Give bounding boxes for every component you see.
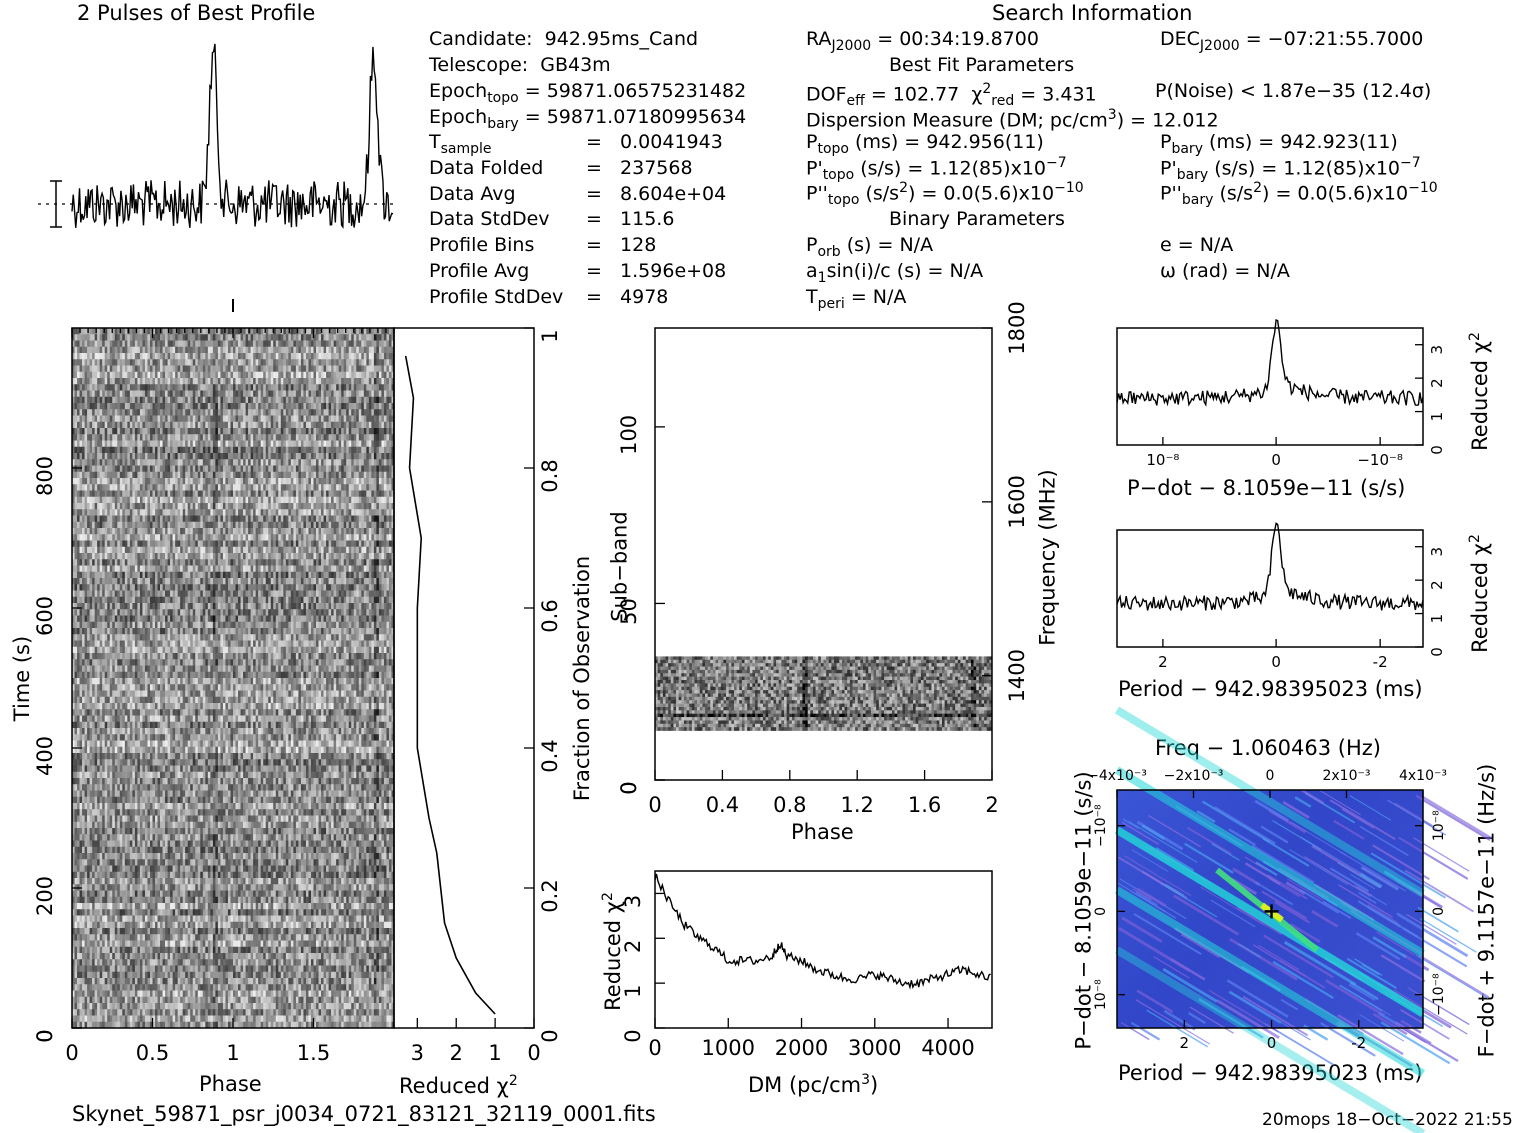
period-chi-ytick-label: 1: [1428, 614, 1446, 624]
dm-line: [655, 874, 991, 987]
pdot-chi-xtick-label: 0: [1271, 451, 1281, 469]
fraction-ytick-label: 0.4: [538, 739, 562, 772]
time-ytick-label: 200: [33, 876, 57, 916]
ppd-right-ytick-label: 0: [1431, 907, 1447, 916]
ppd-top-xtick-label: −4x10⁻³: [1087, 768, 1147, 784]
pdot-chi-xtick-label: −10⁻⁸: [1357, 451, 1403, 469]
subband-xtick-label: 0: [648, 793, 661, 817]
subband-xtick-label: 1.6: [908, 793, 941, 817]
subband-xtick-label: 0.8: [773, 793, 806, 817]
ppd-top-xtick-label: 4x10⁻³: [1399, 768, 1447, 784]
dm-xtick-label: 1000: [702, 1036, 755, 1060]
dm-xtick-label: 3000: [848, 1036, 901, 1060]
time-phase-xtick-label: 1: [226, 1041, 239, 1065]
period-chi-frame: [1117, 530, 1423, 647]
subband-xtick-label: 0.4: [706, 793, 739, 817]
dm-ytick-label: 3: [621, 895, 645, 908]
period-chi-xtick-label: 2: [1158, 653, 1168, 671]
redchi-time-xtick-label: 0: [527, 1041, 540, 1065]
fraction-ytick-label: 0.6: [538, 599, 562, 632]
subband-xtick-label: 1.2: [840, 793, 873, 817]
ppd-right-ytick-label: −10⁻⁸: [1431, 973, 1447, 1016]
freq-ytick-label: 1600: [1005, 475, 1029, 528]
ppd-top-xtick-label: 0: [1266, 768, 1275, 784]
pdot-chi-ytick-label: 0: [1428, 445, 1446, 455]
redchi-time-frame: [394, 328, 534, 1028]
dm-xtick-label: 0: [648, 1036, 661, 1060]
ppd-left-ytick-label: −10⁻⁸: [1093, 804, 1109, 847]
subband-ytick-label: 100: [617, 415, 641, 455]
profile-line: [72, 44, 393, 228]
period-chi-ytick-label: 2: [1428, 580, 1446, 590]
ppd-left-ytick-label: 0: [1093, 907, 1109, 916]
period-chi-xtick-label: -2: [1373, 653, 1388, 671]
time-ytick-label: 0: [33, 1029, 57, 1042]
pdot-chi-ytick-label: 1: [1428, 412, 1446, 422]
freq-ytick-label: 1800: [1005, 301, 1029, 354]
ppd-left-ytick-label: 10⁻⁸: [1093, 979, 1109, 1010]
ppd-xtick-label: 2: [1180, 1034, 1190, 1052]
time-ytick-label: 600: [33, 596, 57, 636]
time-phase-xtick-label: 0.5: [136, 1041, 169, 1065]
time-phase-xtick-label: 0: [65, 1041, 78, 1065]
period-chi-xtick-label: 0: [1271, 653, 1281, 671]
subband-ytick-label: 50: [617, 598, 641, 625]
ppd-top-xtick-label: −2x10⁻³: [1164, 768, 1224, 784]
period-chi-line: [1117, 523, 1423, 610]
fraction-ytick-label: 0.2: [538, 879, 562, 912]
subband-ytick-label: 0: [617, 781, 641, 794]
subband-image: [655, 656, 992, 730]
pdot-chi-ytick-label: 3: [1428, 345, 1446, 355]
fraction-ytick-label: 1: [538, 329, 562, 342]
period-chi-ytick-label: 3: [1428, 547, 1446, 557]
redchi-time-line: [406, 356, 495, 1014]
ppd-xtick-label: -2: [1351, 1034, 1366, 1052]
redchi-time-xtick-label: 3: [411, 1041, 424, 1065]
dm-ytick-label: 0: [621, 1029, 645, 1042]
dm-ytick-label: 2: [621, 940, 645, 953]
time-ytick-label: 400: [33, 736, 57, 776]
subband-xtick-label: 2: [985, 793, 998, 817]
redchi-time-xtick-label: 2: [450, 1041, 463, 1065]
ppd-right-ytick-label: 10⁻⁸: [1431, 810, 1447, 841]
fraction-ytick-label: 0: [538, 1029, 562, 1042]
pdot-chi-frame: [1117, 328, 1423, 445]
dm-xtick-label: 2000: [775, 1036, 828, 1060]
time-ytick-label: 800: [33, 456, 57, 496]
time-phase-image: [72, 328, 394, 1028]
fraction-ytick-label: 0.8: [538, 459, 562, 492]
dm-xtick-label: 4000: [921, 1036, 974, 1060]
pdot-chi-xtick-label: 10⁻⁸: [1146, 451, 1179, 469]
time-phase-xtick-label: 1.5: [297, 1041, 330, 1065]
dm-frame: [655, 871, 992, 1028]
ppd-top-xtick-label: 2x10⁻³: [1322, 768, 1370, 784]
dm-ytick-label: 1: [621, 984, 645, 997]
period-chi-ytick-label: 0: [1428, 647, 1446, 657]
redchi-time-xtick-label: 1: [488, 1041, 501, 1065]
freq-ytick-label: 1400: [1005, 649, 1029, 702]
ppd-xtick-label: 0: [1267, 1034, 1277, 1052]
pdot-chi-line: [1117, 320, 1423, 405]
pdot-chi-ytick-label: 2: [1428, 378, 1446, 388]
